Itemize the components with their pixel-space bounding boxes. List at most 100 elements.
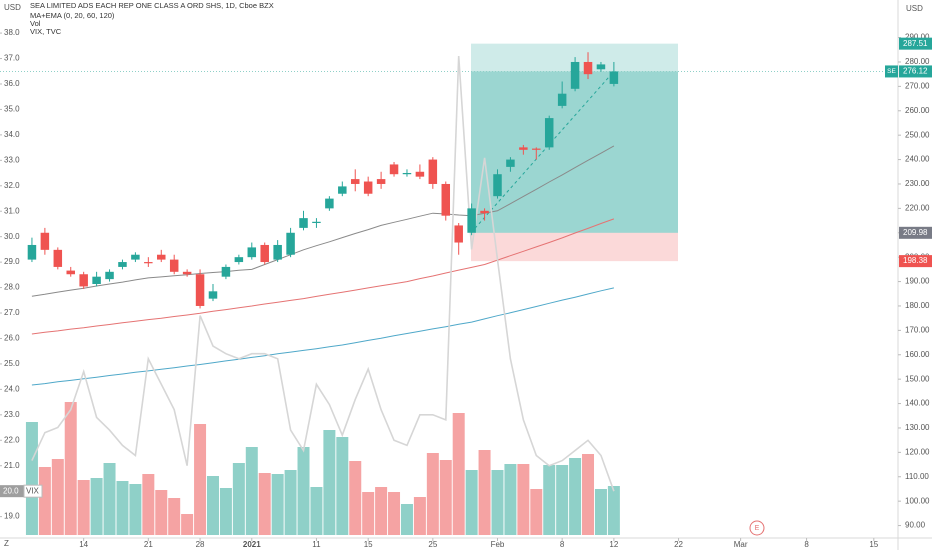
x-tick-label: 28	[196, 540, 205, 549]
volume-bar	[129, 484, 142, 535]
y-tick-label: 100.00	[905, 496, 930, 505]
chart-title: SEA LIMITED ADS EACH REP ONE CLASS A ORD…	[30, 1, 274, 10]
candle-body	[169, 259, 179, 272]
candle-body	[570, 61, 580, 89]
volume-bar	[271, 474, 284, 535]
candle-body	[118, 262, 127, 267]
position-stop-zone	[471, 232, 678, 262]
target-tag	[899, 37, 932, 50]
x-tick-label: 11	[312, 540, 321, 549]
y2-tick-label: 38.0	[4, 28, 20, 37]
candle-body	[389, 164, 399, 175]
volume-bar	[556, 465, 569, 535]
last-price-tag-label: 276.12	[903, 67, 928, 76]
ma-line	[31, 145, 615, 297]
left-currency: USD	[4, 3, 21, 12]
y2-tick-label: 22.0	[4, 435, 20, 444]
candle-body	[376, 179, 386, 184]
y-tick-label: 90.00	[905, 521, 926, 530]
stop-tag-label: 198.38	[903, 256, 928, 265]
x-tick-label: 15	[869, 540, 878, 549]
volume-bar	[51, 459, 64, 535]
candle-body	[519, 147, 528, 150]
volume-bar	[413, 497, 426, 535]
candle-body	[557, 93, 567, 106]
y-tick-label: 160.00	[905, 350, 930, 359]
volume-bar	[388, 492, 401, 535]
candle-body	[79, 274, 88, 287]
y2-tick-label: 25.0	[4, 359, 20, 368]
volume-bar	[90, 478, 103, 535]
corner-label[interactable]: Z	[4, 539, 9, 548]
volume-bar	[142, 474, 155, 535]
y-tick-label: 240.00	[905, 155, 930, 164]
candle-body	[441, 183, 451, 216]
candle-body	[299, 218, 308, 228]
volume-bar	[543, 465, 556, 535]
candle-body	[27, 244, 37, 260]
candle-body	[234, 257, 244, 263]
y2-tick-label: 27.0	[4, 308, 20, 317]
volume-bar	[155, 490, 168, 535]
x-tick-label: 21	[144, 540, 153, 549]
volume-bar	[582, 454, 595, 535]
volume-bar	[452, 413, 465, 535]
y2-tick-label: 26.0	[4, 334, 20, 343]
candle-body	[544, 118, 554, 148]
earnings-event[interactable]	[749, 520, 765, 536]
symbol-tag	[885, 65, 898, 78]
y2-tick-label: 23.0	[4, 410, 20, 419]
candle-body	[144, 262, 153, 264]
entry-tag	[899, 226, 932, 239]
volume-bar	[349, 461, 362, 535]
volume-bar	[569, 458, 582, 535]
x-tick-label: 12	[609, 540, 618, 549]
candle-body	[402, 172, 412, 175]
volume-bar	[25, 422, 38, 535]
y2-tick-label: 33.0	[4, 155, 20, 164]
x-tick-label: Mar	[734, 540, 748, 549]
y2-tick-label: 37.0	[4, 54, 20, 63]
y2-tick-label: 31.0	[4, 206, 20, 215]
y2-tick-label: 30.0	[4, 232, 20, 241]
volume-bar	[323, 430, 336, 535]
candle-body	[66, 270, 75, 275]
candle-body	[467, 208, 476, 233]
candle-body	[260, 244, 269, 263]
volume-bar	[219, 488, 232, 535]
indicator-label: MA+EMA (0, 20, 60, 120)	[30, 11, 115, 20]
candle-body	[506, 159, 515, 167]
y2-tick-label: 19.0	[4, 512, 20, 521]
y-tick-label: 270.00	[905, 81, 930, 90]
vix-name-label: VIX	[26, 486, 40, 495]
candle-body	[609, 71, 619, 84]
x-tick-label: 14	[79, 540, 88, 549]
earnings-event-label[interactable]: E	[755, 525, 760, 532]
candle-body	[195, 274, 205, 306]
y-tick-label: 150.00	[905, 374, 930, 383]
volume-bar	[594, 489, 607, 535]
indicator-label: Vol	[30, 19, 41, 28]
candle-body	[415, 171, 425, 177]
volume-bar	[194, 424, 207, 535]
x-tick-label: 8	[804, 540, 809, 549]
volume-bar	[38, 467, 51, 535]
y-tick-label: 110.00	[905, 472, 929, 481]
volume-bar	[491, 470, 504, 535]
x-tick-label: 8	[560, 540, 565, 549]
x-tick-label: 22	[674, 540, 683, 549]
volume-bar	[478, 450, 491, 535]
candle-body	[273, 244, 282, 260]
vix-tag-label: 20.0	[3, 486, 19, 495]
y2-tick-label: 32.0	[4, 181, 20, 190]
last-price-tag	[899, 65, 932, 78]
candle-body	[182, 271, 192, 275]
y2-tick-label: 28.0	[4, 283, 20, 292]
vix-name-tag	[23, 484, 43, 498]
x-tick-label: 2021	[243, 540, 261, 549]
y-tick-label: 220.00	[905, 203, 930, 212]
candle-body	[338, 186, 347, 194]
candle-body	[325, 198, 334, 209]
